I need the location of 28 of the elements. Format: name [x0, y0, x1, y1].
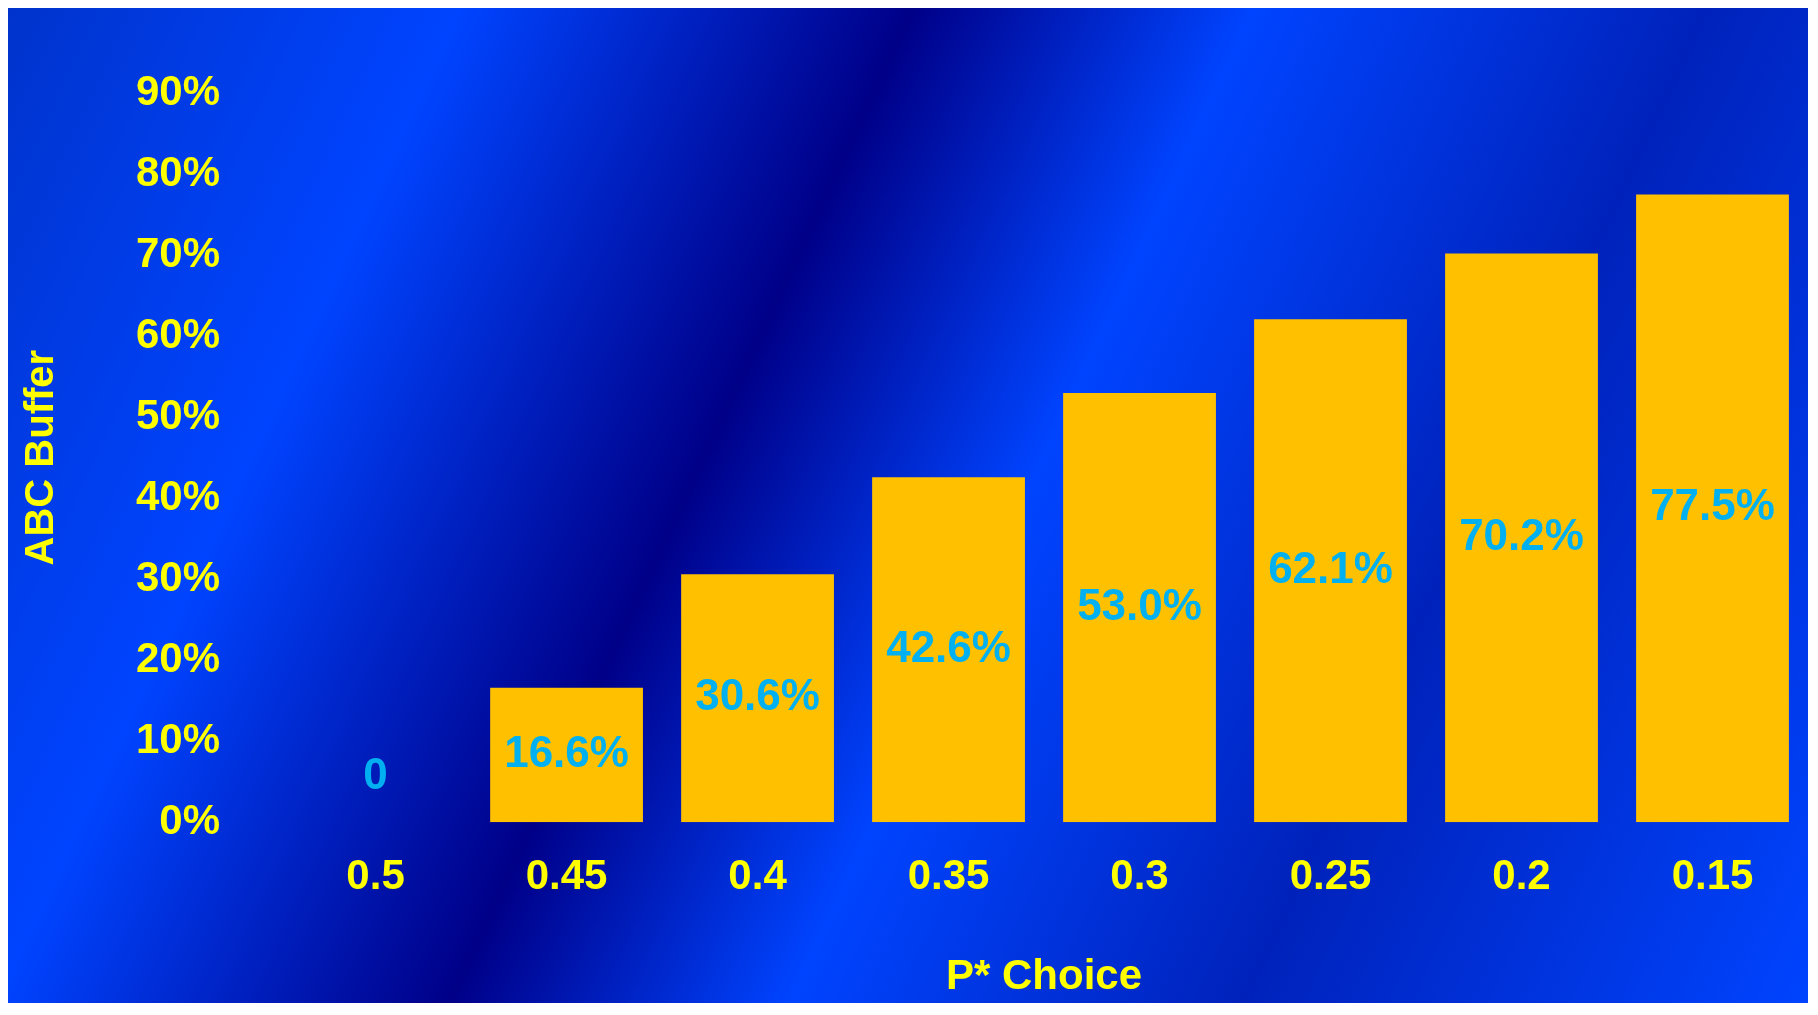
x-tick-label: 0.25 — [1289, 850, 1372, 898]
y-tick-label: 70% — [136, 228, 221, 276]
data-label: 53.0% — [1077, 579, 1202, 629]
x-tick-label: 0.3 — [1110, 850, 1169, 898]
data-label: 42.6% — [886, 621, 1011, 671]
x-tick-label: 0.35 — [907, 850, 990, 898]
y-tick-label: 60% — [136, 309, 221, 357]
data-label: 0 — [363, 749, 388, 799]
data-label: 16.6% — [504, 727, 629, 777]
y-tick-label: 30% — [136, 552, 221, 600]
y-tick-label: 20% — [136, 633, 221, 681]
x-tick-label: 0.2 — [1492, 850, 1551, 898]
x-tick-label: 0.5 — [346, 850, 405, 898]
data-label: 70.2% — [1459, 510, 1584, 560]
y-tick-label: 90% — [136, 66, 221, 114]
x-axis-title: P* Choice — [946, 951, 1143, 999]
y-tick-label: 40% — [136, 471, 221, 519]
x-tick-label: 0.45 — [525, 850, 608, 898]
y-tick-label: 80% — [136, 147, 221, 195]
data-label: 62.1% — [1268, 542, 1393, 592]
data-label: 30.6% — [695, 670, 820, 720]
y-tick-label: 50% — [136, 390, 221, 438]
y-tick-label: 10% — [136, 714, 221, 762]
x-tick-label: 0.4 — [728, 850, 788, 898]
x-tick-label: 0.15 — [1671, 850, 1754, 898]
y-axis-title: ABC Buffer — [17, 349, 62, 566]
y-tick-label: 0% — [159, 795, 221, 843]
data-label: 77.5% — [1650, 480, 1775, 530]
